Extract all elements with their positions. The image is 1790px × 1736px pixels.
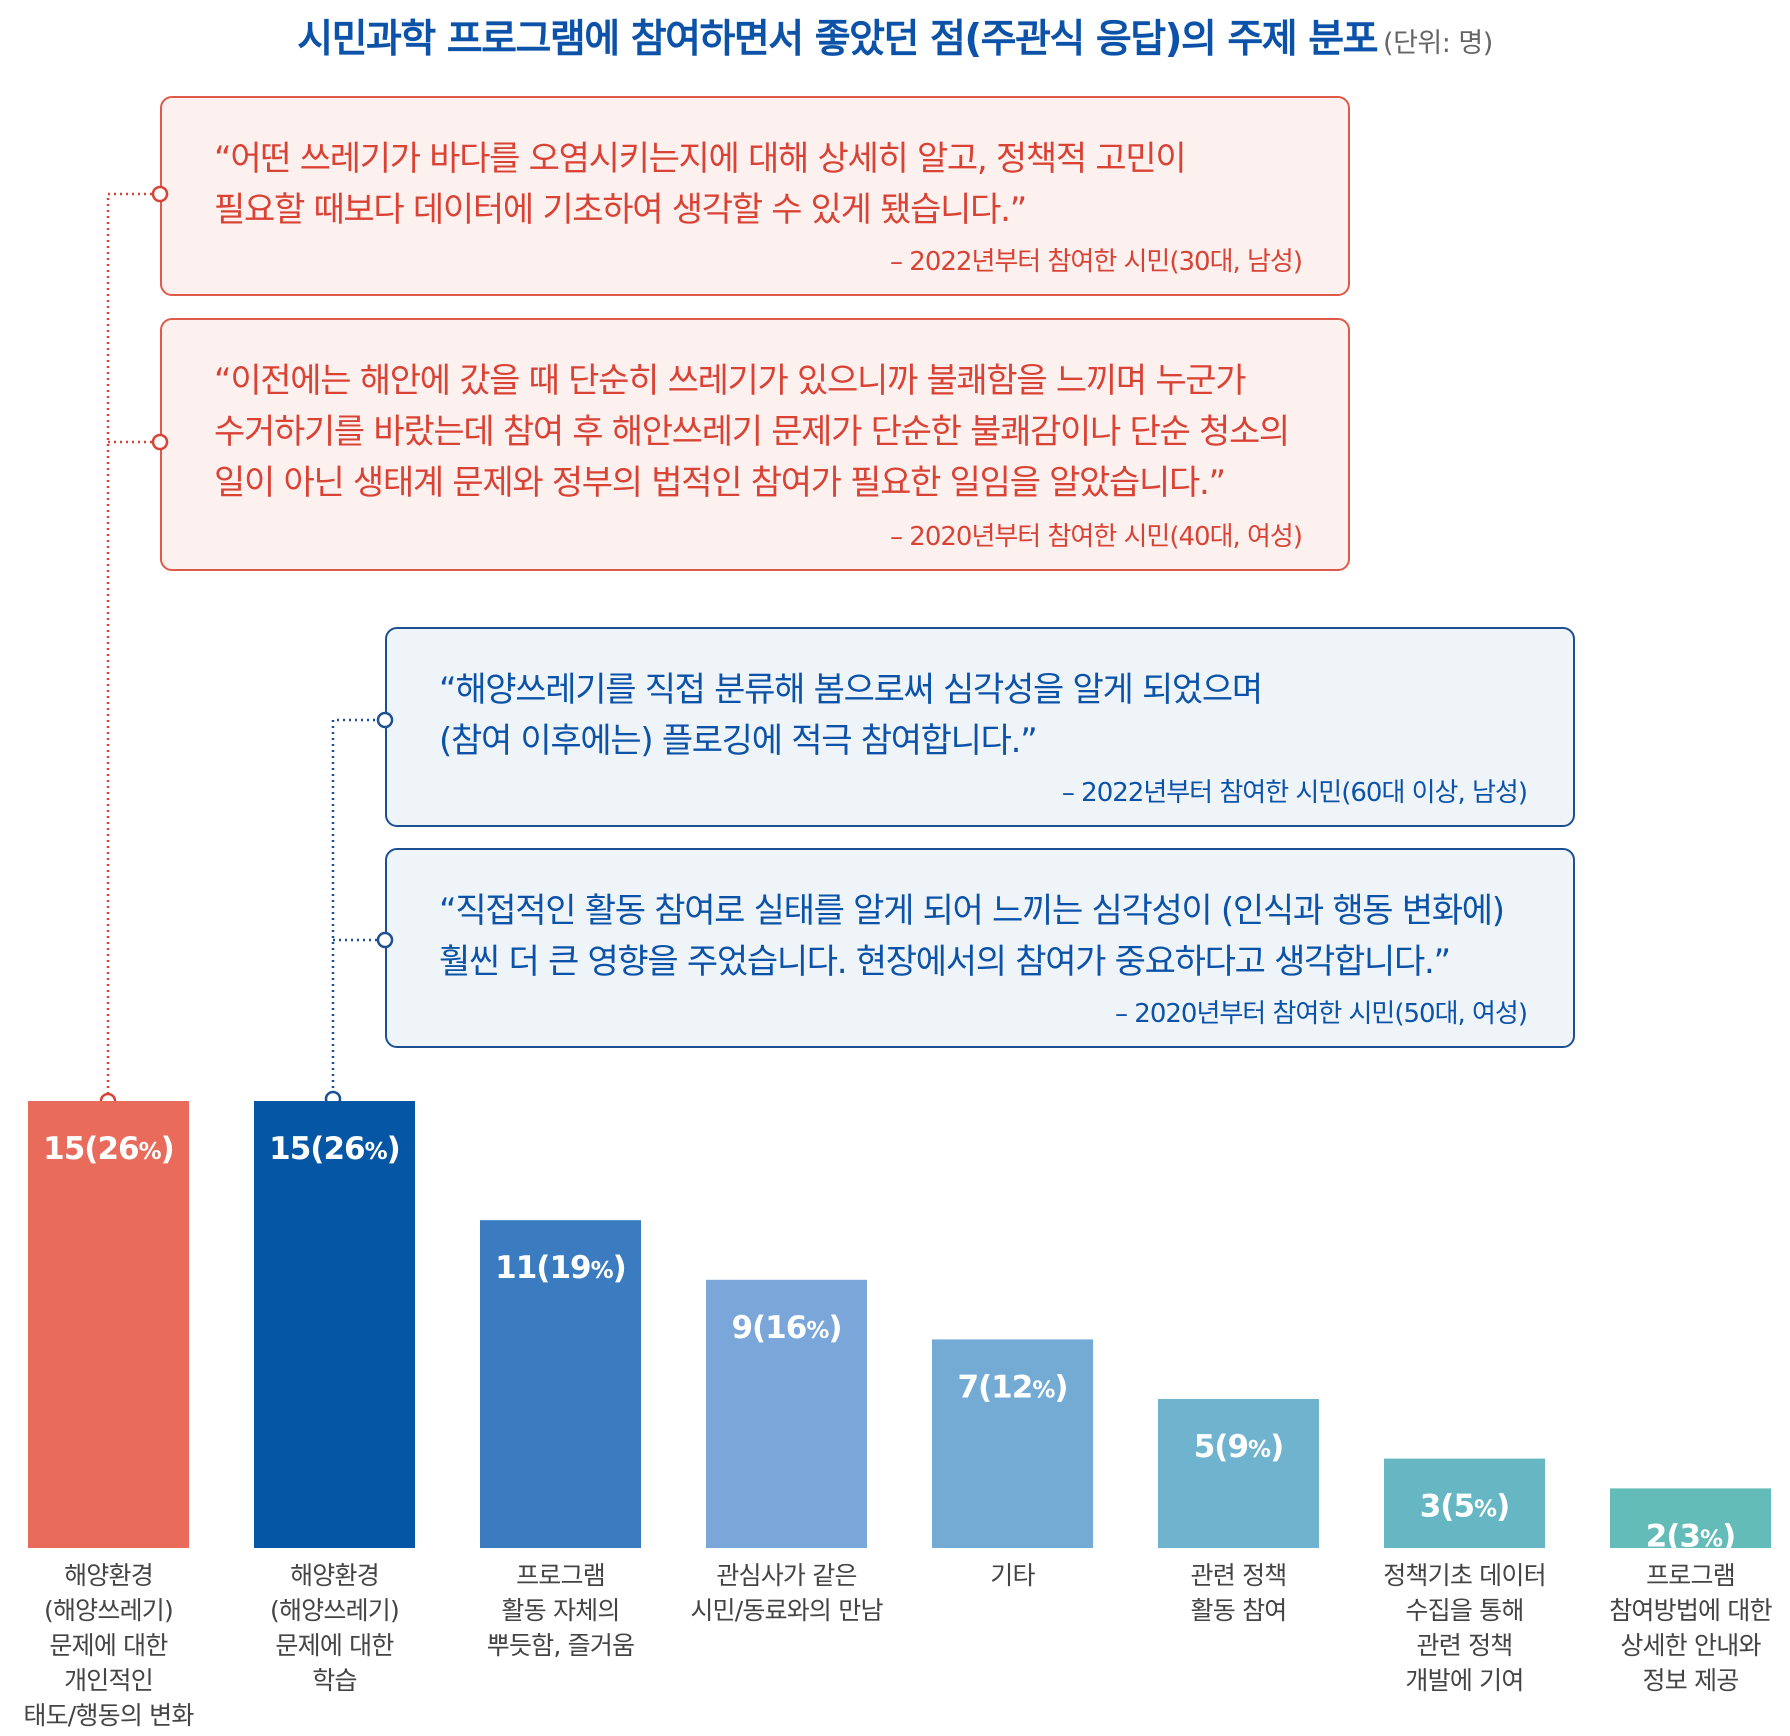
category-label-4: 관심사가 같은 시민/동료와의 만남 [690,1561,883,1625]
category-label-2: 해양환경 (해양쓰레기) 문제에 대한 학습 [270,1561,399,1695]
bar-value-label-1: 15(26%) [43,1131,174,1167]
quote-text: “어떤 쓰레기가 바다를 오염시키는지에 대해 상세히 알고, 정책적 고민이 … [214,139,1187,230]
bar-7 [1384,1458,1545,1548]
quote-text: “해양쓰레기를 직접 분류해 봄으로써 심각성을 알게 되었으며 (참여 이후에… [439,670,1263,761]
category-label-6: 관련 정책 활동 참여 [1191,1561,1287,1625]
bar-value-label-4: 9(16%) [731,1310,841,1346]
bar-5 [932,1339,1093,1548]
bar-value-label-5: 7(12%) [957,1369,1067,1405]
category-label-3: 프로그램 활동 자체의 뿌듯함, 즐거움 [487,1561,635,1660]
category-label-8: 프로그램 참여방법에 대한 상세한 안내와 정보 제공 [1609,1561,1772,1695]
quote-attribution: – 2022년부터 참여한 시민(60대 이상, 남성) [1061,778,1528,808]
unit-label: (단위: 명) [1383,28,1493,59]
quote-attribution: – 2020년부터 참여한 시민(40대, 여성) [890,522,1303,552]
quote-box-1: “어떤 쓰레기가 바다를 오염시키는지에 대해 상세히 알고, 정책적 고민이 … [160,96,1350,296]
quote-text: “직접적인 활동 참여로 실태를 알게 되어 느끼는 심각성이 (인식과 행동 … [439,891,1505,982]
category-label-5: 기타 [990,1561,1035,1590]
bar-4 [706,1279,867,1548]
quote-attribution: – 2020년부터 참여한 시민(50대, 여성) [1115,999,1528,1029]
bar-6 [1158,1399,1319,1548]
bar-value-label-3: 11(19%) [495,1250,626,1286]
chart-title: 시민과학 프로그램에 참여하면서 좋았던 점(주관식 응답)의 주제 분포 (단위… [0,8,1790,64]
bar-value-label-6: 5(9%) [1194,1429,1284,1465]
bar-3 [480,1220,641,1548]
quote-text: “이전에는 해안에 갔을 때 단순히 쓰레기가 있으니까 불쾌함을 느끼며 누군… [214,361,1290,503]
bar-value-label-2: 15(26%) [269,1131,400,1167]
quote-box-4: “직접적인 활동 참여로 실태를 알게 되어 느끼는 심각성이 (인식과 행동 … [385,848,1575,1048]
chart-title-text: 시민과학 프로그램에 참여하면서 좋았던 점(주관식 응답)의 주제 분포 [297,17,1378,62]
bar-2 [254,1101,415,1548]
quote-attribution: – 2022년부터 참여한 시민(30대, 남성) [890,247,1303,277]
quote-box-2: “이전에는 해안에 갔을 때 단순히 쓰레기가 있으니까 불쾌함을 느끼며 누군… [160,318,1350,571]
quote-box-3: “해양쓰레기를 직접 분류해 봄으로써 심각성을 알게 되었으며 (참여 이후에… [385,627,1575,827]
bar-8 [1610,1488,1771,1548]
bar-value-label-7: 3(5%) [1420,1489,1510,1525]
bar-value-label-8: 2(3%) [1646,1518,1736,1554]
bar-1 [28,1101,189,1548]
category-label-1: 해양환경 (해양쓰레기) 문제에 대한 개인적인 태도/행동의 변화 [23,1561,194,1730]
category-label-7: 정책기초 데이터 수집을 통해 관련 정책 개발에 기여 [1383,1561,1546,1695]
